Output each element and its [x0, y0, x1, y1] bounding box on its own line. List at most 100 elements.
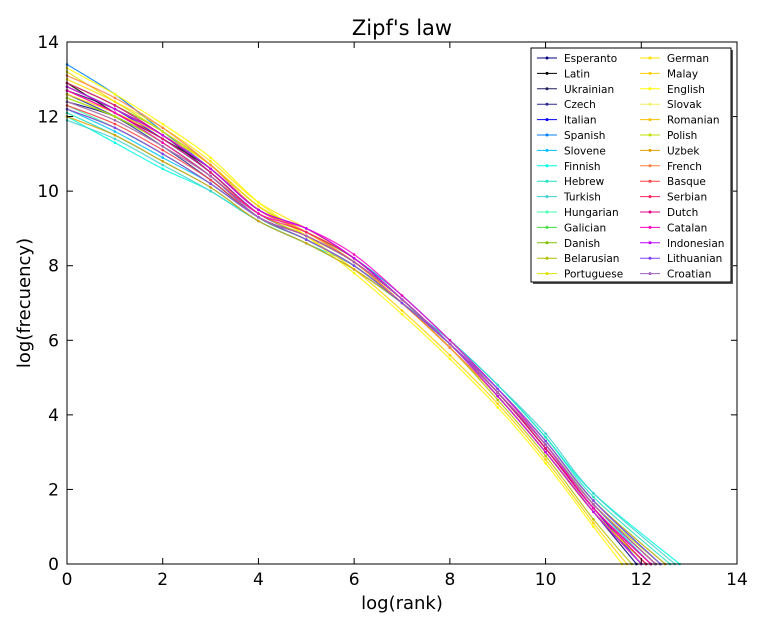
- legend-label: Uzbek: [667, 145, 700, 157]
- series-point-catalan: [592, 506, 595, 510]
- series-point-slovene: [113, 130, 117, 133]
- x-tick-label: 14: [726, 570, 748, 590]
- legend-label: Slovak: [667, 99, 703, 111]
- legend-label: English: [667, 84, 705, 96]
- series-point-english: [592, 525, 595, 528]
- y-tick-label: 12: [37, 108, 59, 128]
- legend-box: [530, 47, 732, 283]
- x-tick-label: 4: [253, 570, 264, 590]
- y-axis-label: log(frecuency): [14, 238, 35, 368]
- series-point-indonesian: [544, 450, 547, 454]
- series-point-croatian: [544, 443, 547, 447]
- legend-marker: [648, 164, 652, 168]
- legend-label: Lithuanian: [667, 253, 722, 265]
- chart-title: Zipf's law: [352, 16, 452, 40]
- series-point-english: [352, 271, 356, 275]
- x-tick-label: 6: [349, 570, 360, 590]
- series-point-indonesian: [305, 227, 308, 230]
- series-point-uzbek: [257, 219, 260, 223]
- series-point-polish: [113, 115, 117, 118]
- series-point-malay: [257, 204, 260, 208]
- series-point-belarusian: [496, 398, 500, 402]
- y-tick-label: 8: [48, 257, 59, 277]
- series-point-catalan: [352, 253, 356, 256]
- series-point-indonesian: [496, 394, 500, 398]
- legend-marker: [648, 71, 652, 75]
- legend-label: Esperanto: [564, 53, 617, 65]
- legend-label: Catalan: [667, 222, 707, 234]
- legend-marker: [545, 102, 549, 106]
- series-point-lithuanian: [352, 264, 356, 268]
- series-point-belarusian: [544, 454, 547, 458]
- series-point-turkish: [209, 189, 212, 193]
- series-point-lithuanian: [305, 238, 308, 241]
- legend-label: Spanish: [564, 130, 605, 142]
- series-point-catalan: [257, 212, 260, 215]
- legend-marker: [545, 210, 549, 214]
- series-point-english: [400, 312, 404, 316]
- legend-marker: [648, 102, 652, 106]
- series-point-basque: [161, 148, 164, 152]
- x-tick-label: 10: [535, 570, 557, 590]
- legend-label: German: [667, 53, 709, 65]
- series-point-hebrew: [592, 495, 595, 499]
- series-point-croatian: [400, 298, 404, 301]
- series-point-lithuanian: [400, 301, 404, 305]
- series-point-german: [209, 160, 212, 163]
- y-tick-label: 14: [37, 33, 59, 53]
- y-tick-label: 6: [48, 331, 59, 351]
- series-point-english: [496, 406, 500, 409]
- legend-label: Hungarian: [564, 207, 619, 219]
- series-point-indonesian: [113, 107, 117, 111]
- series-point-slovene: [161, 156, 164, 159]
- series-point-turkish: [592, 491, 595, 495]
- series-point-catalan: [448, 339, 452, 342]
- legend-marker: [648, 272, 652, 276]
- legend-marker: [545, 133, 549, 137]
- series-point-finnish: [161, 167, 164, 171]
- series-point-malay: [592, 521, 595, 525]
- legend-marker: [648, 256, 652, 260]
- legend-marker: [545, 56, 549, 60]
- legend-label: Slovene: [564, 145, 606, 157]
- legend-marker: [648, 118, 652, 122]
- series-point-dutch: [113, 104, 117, 107]
- series-point-basque: [113, 122, 117, 126]
- x-tick-label: 12: [630, 570, 652, 590]
- series-point-lithuanian: [592, 499, 595, 502]
- legend-marker: [648, 87, 652, 91]
- series-point-croatian: [257, 215, 260, 219]
- series-point-english: [544, 462, 547, 465]
- legend-marker: [545, 87, 549, 91]
- legend-label: Belarusian: [564, 253, 619, 265]
- legend-marker: [545, 195, 549, 199]
- series-point-english: [448, 357, 452, 361]
- legend-label: Croatian: [667, 269, 711, 281]
- x-tick-label: 2: [157, 570, 168, 590]
- series-point-hebrew: [544, 435, 547, 439]
- series-point-malay: [496, 402, 500, 406]
- series-point-french: [209, 163, 212, 167]
- series-point-uzbek: [209, 186, 212, 189]
- series-point-lithuanian: [113, 126, 117, 130]
- series-point-german: [113, 100, 117, 103]
- series-point-croatian: [305, 234, 308, 238]
- legend-marker: [545, 179, 549, 183]
- series-point-catalan: [400, 294, 404, 297]
- y-tick-label: 10: [37, 182, 59, 202]
- series-point-indonesian: [161, 133, 164, 137]
- legend-marker: [545, 241, 549, 245]
- series-point-portuguese: [161, 130, 164, 133]
- series-point-uzbek: [161, 160, 164, 163]
- series-point-indonesian: [352, 257, 356, 260]
- legend-marker: [648, 179, 652, 183]
- legend-label: Romanian: [667, 115, 720, 127]
- legend-marker: [648, 195, 652, 199]
- legend-label: Polish: [667, 130, 697, 142]
- legend-label: Italian: [564, 115, 597, 127]
- legend-label: Serbian: [667, 192, 707, 204]
- series-point-indonesian: [209, 167, 212, 171]
- legend-marker: [545, 256, 549, 260]
- series-point-croatian: [161, 145, 164, 148]
- series-point-lithuanian: [496, 387, 500, 391]
